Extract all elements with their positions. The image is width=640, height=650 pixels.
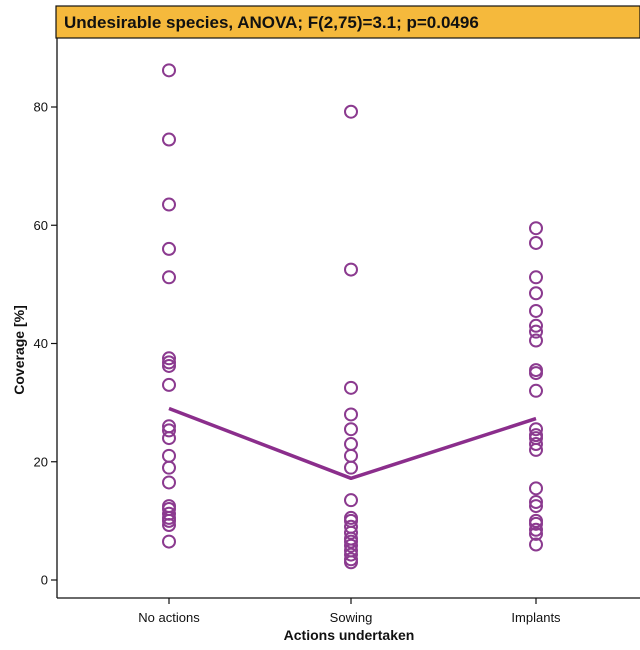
data-point [162,270,176,285]
chart-title: Undesirable species, ANOVA; F(2,75)=3.1;… [64,13,479,32]
data-point [162,423,176,438]
data-point [529,537,543,552]
x-tick-label: No actions [138,610,200,625]
data-point [162,431,176,446]
data-point [529,383,543,398]
data-point [344,262,358,277]
data-point [344,104,358,119]
data-point [162,448,176,463]
data-point [529,303,543,318]
data-point [344,422,358,437]
y-tick-label: 20 [34,454,48,469]
data-point [529,318,543,333]
data-point [344,534,358,549]
data-point [344,555,358,570]
x-axis-ticks: No actions Sowing Implants [138,598,561,625]
data-point [529,235,543,250]
data-point [162,534,176,549]
y-tick-label: 80 [34,100,48,115]
data-point [529,366,543,381]
y-tick-label: 60 [34,218,48,233]
data-point [162,358,176,373]
data-point [529,221,543,236]
data-point [162,513,176,528]
data-point [529,270,543,285]
data-point [529,333,543,348]
x-tick-label: Sowing [330,610,373,625]
data-point [344,525,358,540]
y-axis-title: Coverage [%] [11,305,27,394]
data-point [162,518,176,533]
data-point [344,493,358,508]
y-tick-label: 0 [41,573,48,588]
title-bar [55,5,640,39]
data-point [529,437,543,452]
data-point [162,241,176,256]
y-tick-label: 40 [34,336,48,351]
data-point [529,494,543,509]
data-point [162,351,176,366]
x-axis-title: Actions undertaken [284,627,415,643]
data-point [529,286,543,301]
data-point [529,422,543,437]
data-point [529,499,543,514]
mean-line-group [168,406,537,481]
data-point [344,538,358,553]
data-point [344,437,358,452]
data-point [162,377,176,392]
data-point [529,324,543,339]
data-point [344,547,358,562]
data-point [162,460,176,475]
data-point [162,475,176,490]
data-point [162,63,176,78]
data-point [344,407,358,422]
data-point [529,516,543,531]
data-point [162,197,176,212]
data-point [344,380,358,395]
data-point [529,522,543,537]
data-point [344,448,358,463]
data-point [529,442,543,457]
data-points [162,63,543,570]
data-point [529,526,543,541]
data-point [529,481,543,496]
mean-line [168,406,537,481]
x-tick-label: Implants [511,610,561,625]
y-axis-ticks: 0 20 40 60 80 [34,100,57,588]
data-point [344,460,358,475]
data-point [162,132,176,147]
